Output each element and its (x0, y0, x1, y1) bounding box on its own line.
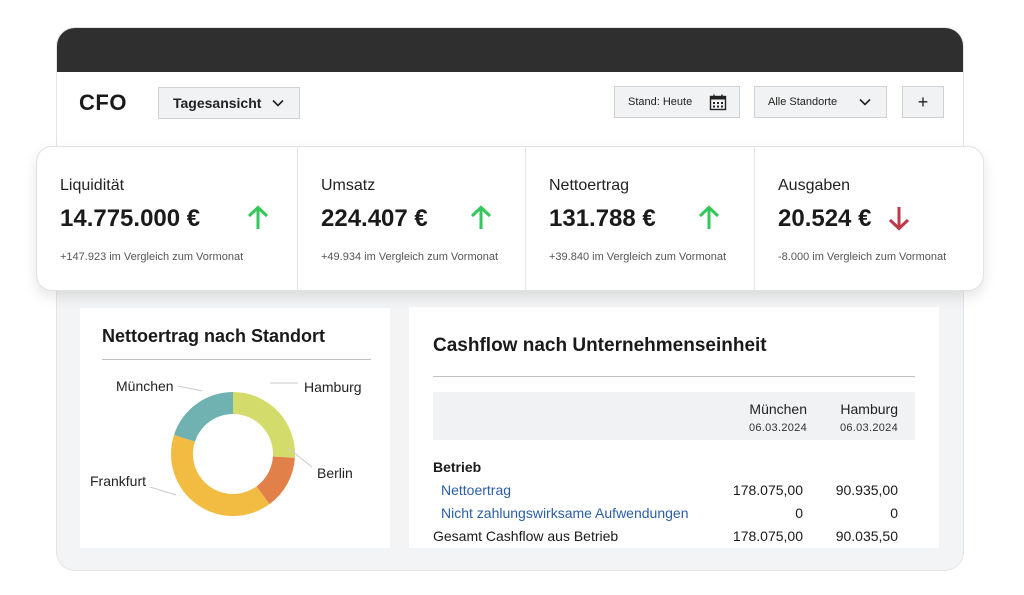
arrow-up-icon (470, 205, 492, 229)
arrow-up-icon (247, 205, 269, 229)
table-cell: 178.075,00 (732, 528, 803, 544)
donut-chart (149, 382, 313, 516)
donut-segment-berlin[interactable] (256, 456, 295, 505)
arrow-up-icon (698, 205, 720, 229)
view-select[interactable]: Tagesansicht (158, 87, 300, 119)
section-label: Betrieb (433, 459, 482, 475)
chevron-down-icon (859, 98, 871, 106)
donut-label-muenchen: München (116, 378, 174, 394)
kpi-value: 131.788 € (549, 205, 656, 232)
kpi-value: 224.407 € (321, 205, 428, 232)
row-label-nettoertrag[interactable]: Nettoertrag (441, 482, 512, 498)
kpi-value: 20.524 € (778, 205, 872, 232)
kpi-umsatz[interactable]: Umsatz 224.407 € +49.934 im Vergleich zu… (297, 147, 525, 290)
donut-segment-münchen[interactable] (174, 392, 233, 442)
donut-segment-frankfurt[interactable] (171, 434, 270, 516)
divider (102, 359, 371, 360)
column-header-muenchen: München (749, 401, 807, 417)
kpi-comparison: -8.000 im Vergleich zum Vormonat (778, 251, 947, 263)
window-titlebar (57, 28, 963, 72)
row-label-non-cash-expenses[interactable]: Nicht zahlungswirksame Aufwendungen (441, 505, 689, 521)
panel-title: Nettoertrag nach Standort (102, 326, 326, 346)
table-cell: 90.035,50 (835, 528, 898, 544)
kpi-ausgaben[interactable]: Ausgaben 20.524 € -8.000 im Vergleich zu… (754, 147, 983, 290)
panel-title: Cashflow nach Unternehmenseinheit (433, 335, 767, 356)
kpi-comparison: +39.840 im Vergleich zum Vormonat (549, 251, 727, 263)
kpi-comparison: +147.923 im Vergleich zum Vormonat (60, 251, 244, 263)
kpi-label: Liquidität (60, 177, 125, 194)
cashflow-panel: Cashflow nach Unternehmenseinheit Münche… (409, 307, 939, 548)
leader-line (287, 447, 313, 468)
netincome-by-location-panel: Nettoertrag nach Standort München Hambur… (80, 308, 390, 548)
table-cell: 0 (890, 505, 898, 521)
kpi-comparison: +49.934 im Vergleich zum Vormonat (321, 251, 499, 263)
kpi-card: Liquidität 14.775.000 € +147.923 im Verg… (36, 146, 984, 291)
add-button[interactable]: + (902, 86, 944, 118)
location-select-label: Alle Standorte (768, 96, 838, 108)
table-cell: 178.075,00 (732, 482, 803, 498)
column-date-hamburg: 06.03.2024 (839, 422, 898, 434)
row-label-total-operating-cashflow: Gesamt Cashflow aus Betrieb (433, 528, 619, 544)
kpi-liquiditaet[interactable]: Liquidität 14.775.000 € +147.923 im Verg… (37, 147, 297, 290)
donut-label-frankfurt: Frankfurt (90, 473, 147, 489)
donut-label-berlin: Berlin (317, 465, 353, 481)
column-date-muenchen: 06.03.2024 (748, 422, 807, 434)
leader-line (177, 385, 203, 392)
view-select-label: Tagesansicht (173, 95, 262, 111)
kpi-value: 14.775.000 € (60, 205, 201, 232)
leader-line (149, 486, 177, 496)
plus-icon: + (917, 91, 929, 112)
table-cell: 0 (795, 505, 803, 521)
calendar-icon (709, 94, 727, 111)
arrow-down-icon (888, 207, 910, 231)
date-button-label: Stand: Heute (628, 96, 693, 108)
donut-segment-hamburg[interactable] (233, 392, 295, 458)
date-button[interactable]: Stand: Heute (614, 86, 740, 118)
kpi-label: Nettoertrag (549, 177, 630, 194)
column-header-hamburg: Hamburg (840, 401, 898, 417)
location-select[interactable]: Alle Standorte (754, 86, 887, 118)
table-cell: 90.935,00 (835, 482, 898, 498)
kpi-nettoertrag[interactable]: Nettoertrag 131.788 € +39.840 im Verglei… (525, 147, 754, 290)
table-header: München 06.03.2024 Hamburg 06.03.2024 (433, 392, 915, 440)
divider (433, 376, 915, 377)
chevron-down-icon (272, 99, 284, 107)
kpi-label: Umsatz (321, 177, 376, 194)
kpi-label: Ausgaben (778, 177, 851, 194)
donut-label-hamburg: Hamburg (304, 379, 362, 395)
app-window: CFO Tagesansicht Stand: Heute Alle Stand… (57, 28, 963, 570)
app-logo: CFO (79, 90, 127, 115)
